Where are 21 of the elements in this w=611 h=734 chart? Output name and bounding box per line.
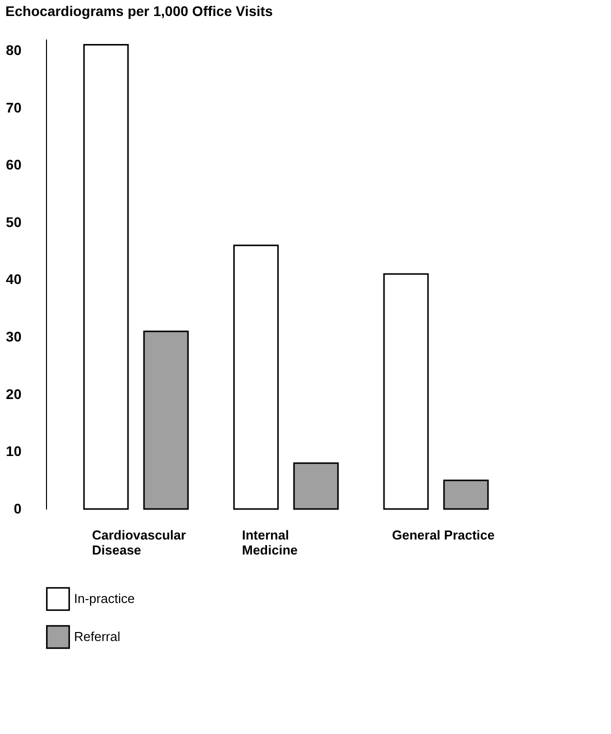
bar (83, 44, 129, 510)
bar (293, 462, 339, 510)
legend-label: In-practice (74, 591, 135, 606)
y-tick-label: 50 (6, 214, 22, 230)
x-tick-label: General Practice (392, 528, 495, 542)
y-tick-label: 10 (6, 443, 22, 460)
y-tick-label: 0 (14, 500, 22, 516)
bar (143, 330, 189, 510)
bar (443, 480, 489, 510)
legend-label: Referral (74, 629, 120, 644)
y-tick-label: 20 (6, 386, 22, 402)
y-tick-label: 70 (6, 99, 22, 116)
y-tick-label: 30 (6, 328, 22, 345)
x-tick-label: Internal Medicine (242, 528, 298, 558)
x-tick-label: Cardiovascular Disease (92, 528, 186, 558)
bar (383, 273, 429, 510)
y-tick-label: 60 (6, 156, 22, 173)
y-tick-label: 40 (6, 271, 22, 288)
y-tick-label: 80 (6, 42, 22, 58)
chart-title: Echocardiograms per 1,000 Office Visits (5, 3, 274, 19)
bar (233, 244, 279, 510)
